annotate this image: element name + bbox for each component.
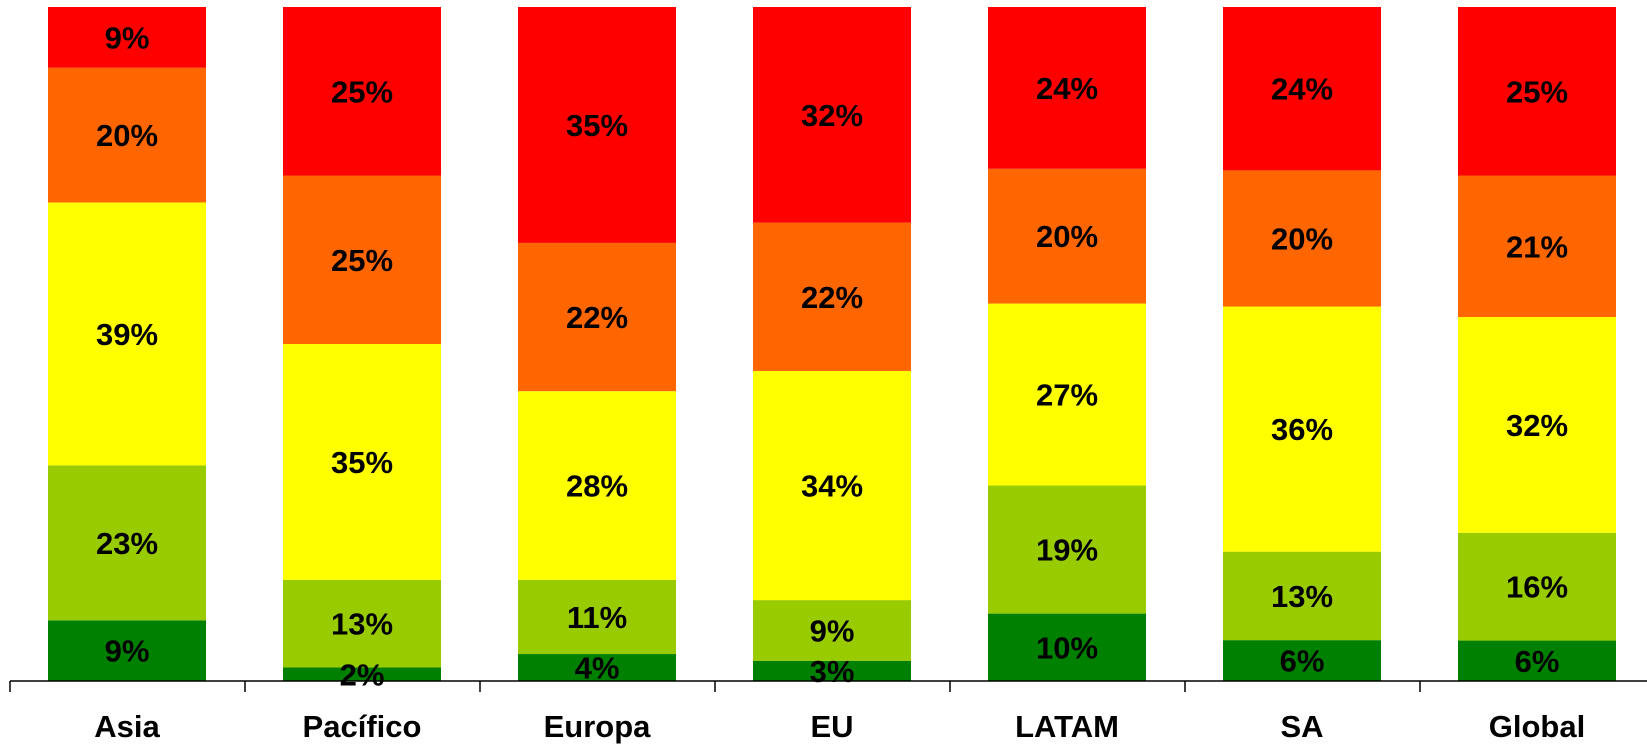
data-label-global-2: 32%	[1506, 408, 1568, 443]
category-label-latam: LATAM	[1015, 709, 1119, 744]
bars-group	[48, 7, 1616, 681]
bar-segment-europa-4	[518, 7, 676, 243]
data-label-sa-1: 13%	[1271, 579, 1333, 614]
bar-segment-asia-2	[48, 202, 206, 466]
data-label-europa-3: 22%	[566, 300, 628, 335]
category-label-global: Global	[1489, 709, 1585, 744]
bar-segment-pacifico-1	[283, 579, 441, 668]
data-label-pacifico-0: 2%	[340, 657, 385, 692]
category-labels: Asia Pacífico Europa EU LATAM SA Global	[94, 709, 1585, 744]
data-label-asia-4: 9%	[105, 20, 150, 55]
segment-labels: 9% 23% 39% 20% 9% 2% 13% 35% 25% 25% 4% 11% 28% 22% 35…	[96, 20, 1568, 692]
data-label-latam-4: 24%	[1036, 71, 1098, 106]
data-label-global-4: 25%	[1506, 74, 1568, 109]
data-label-pacifico-4: 25%	[331, 74, 393, 109]
bar-segment-eu-2	[753, 370, 911, 601]
data-label-asia-2: 39%	[96, 317, 158, 352]
data-label-latam-3: 20%	[1036, 219, 1098, 254]
bar-segment-global-0	[1458, 640, 1616, 681]
bar-segment-latam-2	[988, 303, 1146, 486]
data-label-eu-0: 3%	[810, 654, 855, 689]
category-label-pacifico: Pacífico	[303, 709, 422, 744]
data-label-global-0: 6%	[1515, 644, 1560, 679]
data-label-global-1: 16%	[1506, 570, 1568, 605]
data-label-eu-1: 9%	[810, 613, 855, 648]
bar-segment-eu-3	[753, 222, 911, 371]
x-axis	[9, 680, 1647, 692]
data-label-latam-2: 27%	[1036, 378, 1098, 413]
bar-segment-asia-3	[48, 67, 206, 203]
data-label-eu-2: 34%	[801, 469, 863, 504]
data-label-eu-4: 32%	[801, 98, 863, 133]
bar-segment-latam-3	[988, 168, 1146, 304]
data-label-global-3: 21%	[1506, 229, 1568, 264]
bar-segment-latam-1	[988, 485, 1146, 614]
data-label-pacifico-3: 25%	[331, 243, 393, 278]
bar-segment-global-4	[1458, 7, 1616, 176]
bar-segment-pacifico-0	[283, 667, 441, 681]
bar-segment-sa-3	[1223, 170, 1381, 307]
data-label-asia-0: 9%	[105, 634, 150, 669]
bar-segment-europa-2	[518, 391, 676, 580]
bar-segment-pacifico-2	[283, 344, 441, 580]
data-label-europa-2: 28%	[566, 469, 628, 504]
bar-segment-asia-0	[48, 620, 206, 681]
data-label-latam-0: 10%	[1036, 630, 1098, 665]
bar-segment-latam-4	[988, 7, 1146, 169]
bar-segment-sa-4	[1223, 7, 1381, 171]
bar-segment-latam-0	[988, 613, 1146, 681]
bar-segment-sa-2	[1223, 306, 1381, 552]
bar-segment-pacifico-3	[283, 175, 441, 344]
bar-segment-asia-1	[48, 465, 206, 621]
data-label-eu-3: 22%	[801, 280, 863, 315]
data-label-europa-0: 4%	[575, 651, 620, 686]
data-label-sa-2: 36%	[1271, 412, 1333, 447]
bar-segment-pacifico-4	[283, 7, 441, 176]
data-label-pacifico-2: 35%	[331, 445, 393, 480]
data-label-asia-3: 20%	[96, 118, 158, 153]
bar-segment-global-1	[1458, 532, 1616, 641]
data-label-asia-1: 23%	[96, 526, 158, 561]
category-label-asia: Asia	[94, 709, 160, 744]
bar-segment-eu-4	[753, 7, 911, 223]
data-label-europa-4: 35%	[566, 108, 628, 143]
bar-segment-europa-0	[518, 654, 676, 681]
category-label-eu: EU	[810, 709, 853, 744]
bar-segment-europa-1	[518, 579, 676, 655]
data-label-europa-1: 11%	[567, 600, 627, 635]
bar-segment-global-3	[1458, 175, 1616, 318]
bar-segment-asia-4	[48, 7, 206, 68]
data-label-sa-4: 24%	[1271, 72, 1333, 107]
category-label-europa: Europa	[544, 709, 652, 744]
bar-segment-global-2	[1458, 317, 1616, 533]
category-label-sa: SA	[1280, 709, 1323, 744]
bar-segment-sa-1	[1223, 551, 1381, 641]
bar-segment-sa-0	[1223, 640, 1381, 681]
bar-segment-eu-0	[753, 660, 911, 681]
bar-segment-eu-1	[753, 600, 911, 661]
data-label-sa-3: 20%	[1271, 221, 1333, 256]
data-label-sa-0: 6%	[1280, 644, 1325, 679]
data-label-pacifico-1: 13%	[331, 607, 393, 642]
data-label-latam-1: 19%	[1036, 533, 1098, 568]
bar-segment-europa-3	[518, 242, 676, 392]
